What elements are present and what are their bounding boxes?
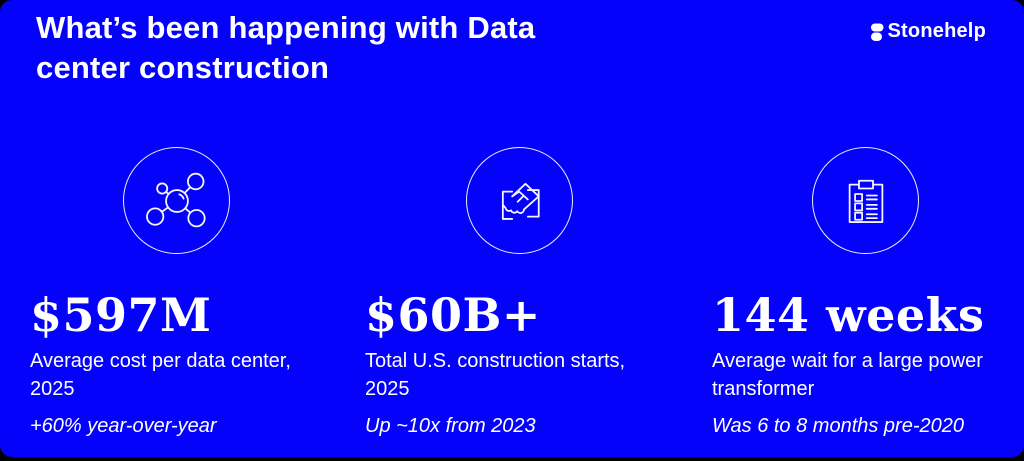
stat-avg-cost: $597M Average cost per data center, 2025… — [30, 289, 352, 439]
handshake-icon — [466, 147, 573, 254]
stat-label-line-1: Total U.S. construction starts, — [365, 350, 626, 372]
stonehelp-logo-text: Stonehelp — [887, 20, 986, 42]
molecule-network-icon-glyph — [145, 172, 206, 227]
stat-transformer-wait: 144 weeks Average wait for a large power… — [712, 289, 1020, 439]
stat-label-line-2: transformer — [712, 378, 815, 400]
page-title-line-2: center construction — [36, 50, 330, 85]
stat-label: Average wait for a large power transform… — [712, 347, 1020, 403]
clipboard-checklist-icon — [812, 147, 919, 254]
stat-value: $597M — [30, 288, 212, 342]
stat-construction-starts: $60B+ Total U.S. construction starts, 20… — [365, 289, 687, 439]
stat-value: 144 weeks — [712, 288, 985, 342]
stonehelp-logo: Stonehelp — [870, 20, 986, 43]
stat-note: Was 6 to 8 months pre-2020 — [712, 415, 964, 437]
stat-label-line-2: 2025 — [30, 378, 75, 400]
stat-value: $60B+ — [365, 288, 541, 342]
stonehelp-mark-icon — [870, 23, 884, 41]
page-title: What’s been happening with Data center c… — [36, 8, 676, 88]
stat-note: Up ~10x from 2023 — [365, 415, 536, 437]
stat-note: +60% year-over-year — [30, 415, 217, 437]
page-title-line-1: What’s been happening with Data — [36, 10, 536, 45]
clipboard-checklist-icon-glyph — [848, 179, 883, 223]
molecule-network-icon — [123, 147, 230, 254]
stat-label-line-2: 2025 — [365, 378, 410, 400]
stat-label-line-1: Average wait for a large power — [712, 350, 983, 372]
stat-label: Total U.S. construction starts, 2025 — [365, 347, 687, 403]
stat-label: Average cost per data center, 2025 — [30, 347, 352, 403]
stat-label-line-1: Average cost per data center, — [30, 350, 291, 372]
handshake-icon-glyph — [501, 182, 540, 220]
